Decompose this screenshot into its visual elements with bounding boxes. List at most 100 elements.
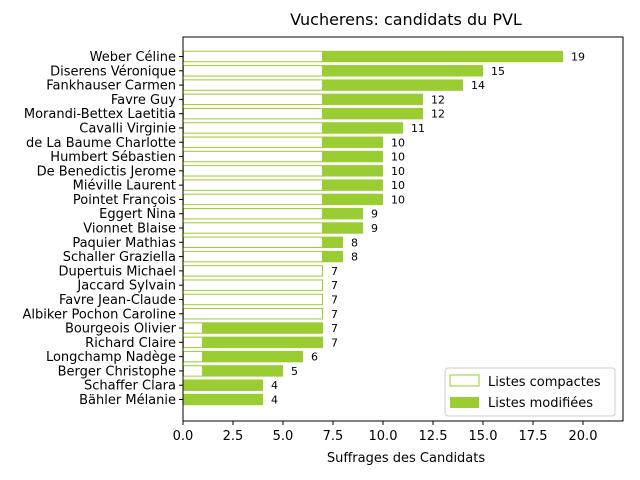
bar-compactes-eggert-nina [183,207,323,220]
bar-compactes-humbert-sebastien [183,150,323,163]
value-label-richard-claire: 7 [331,336,338,349]
y-label-de-la-baume-charlotte: de La Baume Charlotte [26,136,176,151]
legend-swatch-modifiees [450,397,479,408]
y-label-pointet-francois: Pointet François [73,193,176,208]
x-tick-label-3: 7.5 [323,429,344,444]
value-label-cavalli-virginie: 11 [411,122,425,135]
bar-modifiees-pointet-francois [323,193,383,206]
value-label-de-la-baume-charlotte: 10 [391,136,405,149]
y-label-berger-christophe: Berger Christophe [58,364,176,379]
bar-compactes-cavalli-virginie [183,122,323,134]
bar-modifiees-morandi-bettex-laetitia [323,107,423,120]
value-label-albiker-pochon-caroline: 7 [331,308,338,321]
y-label-diserens-veronique: Diserens Véronique [50,64,176,79]
bar-modifiees-schaller-graziella [323,250,343,263]
value-label-favre-guy: 12 [431,93,445,106]
bar-compactes-favre-guy [183,93,323,106]
legend-frame [444,367,616,417]
bar-modifiees-bourgeois-olivier [203,322,323,334]
bar-modifiees-mieville-laurent [323,179,383,191]
bar-compactes-fankhauser-carmen [183,79,323,91]
bar-modifiees-richard-claire [203,336,323,349]
chart-title: Vucherens: candidats du PVL [290,10,522,29]
legend-label-modifiees: Listes modifiées [488,396,593,411]
bar-modifiees-cavalli-virginie [323,122,403,134]
y-label-morandi-bettex-laetitia: Morandi-Bettex Laetitia [24,107,176,122]
y-label-dupertuis-michael: Dupertuis Michael [59,264,177,279]
y-label-bourgeois-olivier: Bourgeois Olivier [65,322,177,337]
bar-modifiees-bahler-melanie [183,393,263,406]
bar-modifiees-de-la-baume-charlotte [323,136,383,148]
bar-modifiees-humbert-sebastien [323,150,383,163]
x-tick-label-5: 12.5 [419,429,448,444]
bar-compactes-favre-jean-claude [183,293,323,306]
legend-swatch-compactes [449,374,480,387]
y-label-bahler-melanie: Bähler Mélanie [79,393,176,408]
bar-modifiees-berger-christophe [203,365,283,377]
y-label-fankhauser-carmen: Fankhauser Carmen [46,79,176,94]
bar-compactes-mieville-laurent [183,179,323,191]
bar-compactes-albiker-pochon-caroline [183,308,323,320]
y-label-jaccard-sylvain: Jaccard Sylvain [76,279,176,294]
y-label-de-benedictis-jerome: De Benedictis Jerome [37,164,176,179]
legend-label-compactes: Listes compactes [488,375,601,390]
x-tick-label-0: 0.0 [173,429,194,444]
value-label-schaller-graziella: 8 [351,251,358,264]
bar-modifiees-fankhauser-carmen [323,79,463,91]
x-tick-label-4: 10.0 [369,429,398,444]
bar-modifiees-weber-celine [323,50,563,63]
value-label-schaffer-clara: 4 [271,379,278,392]
x-axis-label: Suffrages des Candidats [327,451,486,466]
bar-compactes-diserens-veronique [183,65,323,77]
bar-compactes-berger-christophe [183,365,203,377]
bar-compactes-vionnet-blaise [183,222,323,234]
bar-compactes-bourgeois-olivier [183,322,203,334]
x-tick-label-6: 15.0 [469,429,498,444]
value-label-berger-christophe: 5 [291,365,298,378]
bar-modifiees-vionnet-blaise [323,222,363,234]
y-label-cavalli-virginie: Cavalli Virginie [79,121,176,136]
x-tick-label-7: 17.5 [519,429,548,444]
bar-modifiees-de-benedictis-jerome [323,165,383,177]
y-label-longchamp-nadege: Longchamp Nadège [46,350,176,365]
y-label-vionnet-blaise: Vionnet Blaise [83,222,176,237]
x-tick-label-2: 5.0 [273,429,294,444]
bar-compactes-de-la-baume-charlotte [183,136,323,148]
x-tick-label-8: 20.0 [569,429,598,444]
bar-compactes-pointet-francois [183,193,323,206]
bar-modifiees-diserens-veronique [323,65,483,77]
bar-compactes-jaccard-sylvain [183,279,323,291]
value-label-paquier-mathias: 8 [351,236,358,249]
bar-modifiees-favre-guy [323,93,423,106]
y-label-schaller-graziella: Schaller Graziella [63,250,176,265]
value-label-fankhauser-carmen: 14 [471,79,485,92]
y-label-humbert-sebastien: Humbert Sébastien [50,150,176,165]
y-label-richard-claire: Richard Claire [85,336,176,351]
bar-compactes-weber-celine [183,50,323,63]
value-label-mieville-laurent: 10 [391,179,405,192]
value-label-dupertuis-michael: 7 [331,265,338,278]
y-label-mieville-laurent: Miéville Laurent [73,179,176,194]
bar-compactes-richard-claire [183,336,203,349]
bar-compactes-dupertuis-michael [183,265,323,277]
y-label-weber-celine: Weber Céline [90,50,176,65]
bar-modifiees-eggert-nina [323,207,363,220]
value-label-pointet-francois: 10 [391,193,405,206]
value-label-eggert-nina: 9 [371,208,378,221]
y-label-paquier-mathias: Paquier Mathias [72,236,176,251]
value-label-bourgeois-olivier: 7 [331,322,338,335]
value-label-morandi-bettex-laetitia: 12 [431,108,445,121]
plot-frame [182,36,624,422]
bar-modifiees-schaffer-clara [183,379,263,391]
value-label-favre-jean-claude: 7 [331,293,338,306]
bar-compactes-paquier-mathias [183,236,323,249]
value-label-bahler-melanie: 4 [271,394,278,407]
x-axis-ticks: 0.0 2.5 5.0 7.5 10.0 12.5 15.0 17.5 20.0 [173,421,598,444]
value-label-diserens-veronique: 15 [491,65,505,78]
value-label-vionnet-blaise: 9 [371,222,378,235]
bar-compactes-morandi-bettex-laetitia [183,107,323,120]
x-tick-label-1: 2.5 [223,429,244,444]
bar-compactes-schaller-graziella [183,250,323,263]
